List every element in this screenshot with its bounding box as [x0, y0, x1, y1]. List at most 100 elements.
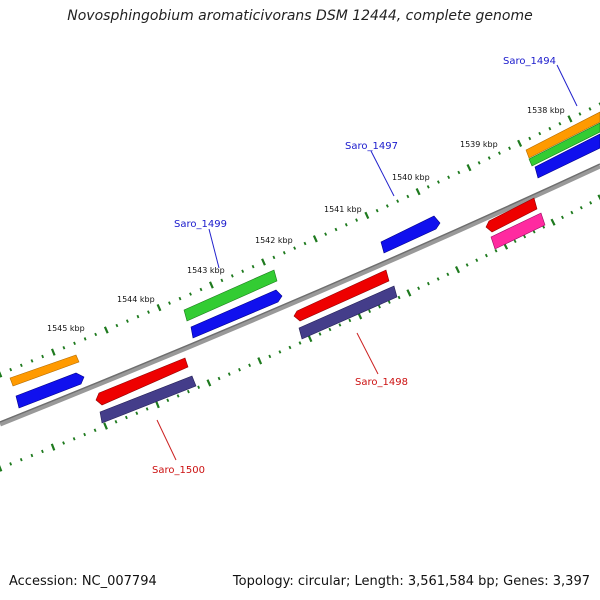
outer-ruler-tick [406, 194, 410, 199]
ruler-label-1543: 1543 kbp [187, 266, 225, 275]
outer-ruler-tick [125, 319, 129, 323]
inner-ruler-tick [328, 327, 332, 332]
gene-green-right[interactable] [528, 122, 600, 167]
gene-group-saro-1499 [183, 269, 283, 339]
inner-ruler-tick [0, 464, 3, 472]
inner-ruler-tick [114, 420, 118, 424]
callout-line-saro-1494 [556, 64, 578, 107]
inner-tick-ruler [0, 194, 600, 472]
inner-ruler-tick [494, 248, 498, 253]
outer-ruler-tick [19, 363, 23, 368]
outer-ruler-tick [517, 139, 523, 147]
gene-group-saro-1497 [380, 215, 441, 254]
inner-ruler-tick [19, 457, 23, 462]
inner-ruler-tick [268, 354, 272, 359]
gene-blue-1499[interactable] [190, 289, 283, 339]
genome-backbone-edge [0, 163, 600, 423]
inner-ruler-tick [30, 453, 34, 458]
gene-label-saro-1494[interactable]: Saro_1494 [503, 56, 556, 67]
gene-green-1499[interactable] [183, 269, 278, 322]
outer-ruler-tick [538, 131, 542, 136]
callout-line-saro-1499 [208, 228, 220, 269]
gene-red-right[interactable] [485, 197, 538, 233]
gene-group-left [9, 354, 85, 409]
callout-line-saro-1500 [156, 419, 177, 461]
outer-ruler-tick [436, 180, 440, 184]
inner-ruler-tick [484, 253, 488, 258]
inner-ruler-tick [307, 334, 313, 343]
inner-ruler-tick [103, 422, 108, 430]
ruler-label-1541: 1541 kbp [324, 205, 362, 214]
gene-blue-1497[interactable] [380, 215, 441, 254]
gene-purple-1498[interactable] [298, 285, 398, 340]
gene-label-saro-1498[interactable]: Saro_1498 [355, 377, 408, 388]
outer-ruler-tick [303, 241, 307, 246]
inner-ruler-tick [406, 289, 412, 297]
gene-blue-left[interactable] [15, 372, 85, 409]
gene-orange-left[interactable] [9, 354, 80, 387]
ruler-label-1544: 1544 kbp [117, 295, 155, 304]
inner-ruler-tick [145, 407, 149, 411]
outer-ruler-tick [477, 161, 481, 165]
outer-ruler-tick [457, 170, 461, 175]
inner-ruler-tick [532, 229, 536, 234]
gene-label-saro-1499[interactable]: Saro_1499 [174, 219, 227, 230]
inner-ruler-tick [278, 350, 282, 354]
outer-ruler-tick [115, 323, 119, 328]
inner-ruler-tick [248, 363, 252, 368]
outer-ruler-tick [251, 264, 255, 269]
callout-line-saro-1497 [370, 150, 395, 197]
inner-ruler-tick [426, 281, 430, 286]
outer-ruler-tick [324, 232, 328, 236]
inner-ruler-tick [298, 341, 302, 345]
inner-ruler-tick [206, 379, 212, 387]
gene-pink-right[interactable] [490, 212, 546, 250]
outer-ruler-tick [199, 287, 203, 292]
outer-ruler-tick [230, 274, 234, 278]
callout-line-saro-1498 [356, 332, 379, 375]
outer-ruler-tick [282, 251, 286, 255]
outer-ruler-tick [220, 278, 224, 283]
gene-group-saro-1500 [95, 357, 197, 424]
inner-ruler-tick [124, 415, 128, 420]
ruler-label-1538: 1538 kbp [527, 106, 565, 115]
inner-ruler-tick [9, 462, 13, 466]
inner-ruler-tick [93, 428, 97, 433]
inner-ruler-tick [166, 398, 170, 403]
inner-ruler-tick [368, 309, 372, 313]
gene-red-1498[interactable] [293, 269, 390, 322]
outer-ruler-tick [364, 211, 370, 220]
outer-ruler-tick [0, 371, 3, 378]
gene-label-saro-1500[interactable]: Saro_1500 [152, 465, 205, 476]
gene-blue-right[interactable] [534, 133, 600, 179]
ruler-label-1539: 1539 kbp [460, 140, 498, 149]
inner-ruler-tick [135, 411, 139, 415]
gene-red-1500[interactable] [95, 357, 189, 406]
outer-ruler-tick [156, 303, 162, 312]
inner-ruler-tick [570, 210, 574, 215]
inner-ruler-tick [465, 263, 469, 267]
outer-ruler-tick [558, 121, 562, 126]
inner-ruler-tick [83, 432, 87, 437]
inner-ruler-tick [238, 367, 241, 372]
gene-label-saro-1497[interactable]: Saro_1497 [345, 141, 398, 152]
outer-ruler-tick [208, 281, 214, 289]
outer-ruler-tick [588, 107, 592, 111]
gene-group-saro-1498 [293, 269, 398, 340]
inner-ruler-tick [318, 332, 322, 336]
inner-ruler-tick [217, 376, 221, 381]
outer-ruler-tick [487, 156, 491, 160]
gene-purple-1500[interactable] [99, 375, 197, 424]
inner-ruler-tick [561, 215, 564, 220]
ruler-label-1542: 1542 kbp [255, 236, 293, 245]
outer-ruler-tick [241, 269, 245, 273]
inner-ruler-tick [50, 443, 56, 451]
outer-ruler-tick [375, 208, 379, 213]
inner-ruler-tick [72, 437, 76, 441]
gene-orange-right[interactable] [525, 111, 600, 159]
inner-ruler-tick [589, 201, 593, 205]
outer-ruler-tick [73, 341, 76, 346]
inner-ruler-tick [62, 441, 66, 445]
